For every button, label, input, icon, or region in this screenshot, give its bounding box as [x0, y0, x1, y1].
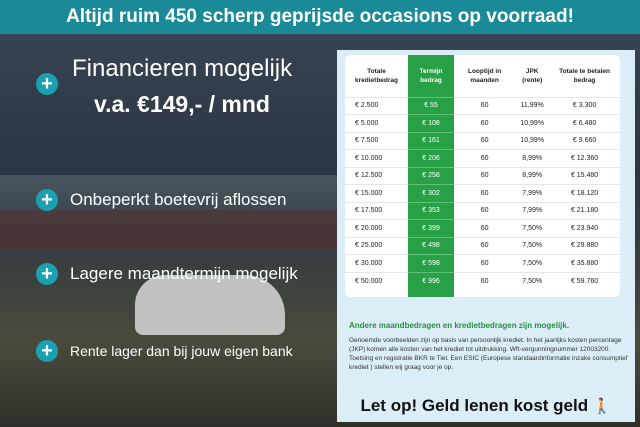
- table-cell: 8,99%: [515, 149, 550, 167]
- rates-table-card: Totale kredietbedrag Termijn bedrag Loopti…: [345, 55, 620, 297]
- table-row: € 20.000 € 399 60 7,50% € 23.940: [345, 219, 620, 237]
- table-cell: € 29.880: [549, 236, 620, 255]
- warning-text: Let op! Geld lenen kost geld 🚶: [337, 396, 635, 416]
- table-cell: 60: [454, 219, 516, 237]
- feature-item: + Lagere maandtermijn mogelijk: [36, 263, 298, 285]
- column-header: Totale kredietbedrag: [355, 67, 398, 84]
- table-cell: € 55: [408, 96, 454, 115]
- table-cell: € 23.940: [549, 219, 620, 237]
- table-row: € 7.500 € 161 60 10,99% € 9.660: [345, 131, 620, 150]
- note-text: Genoemde voorbeelden zijn op basis van p…: [349, 337, 628, 371]
- walking-person-icon: 🚶: [592, 398, 612, 415]
- rates-table: Totale kredietbedrag Termijn bedrag Loopti…: [345, 55, 620, 290]
- top-banner: Altijd ruim 450 scherp geprijsde occasio…: [0, 0, 640, 34]
- car-image: [135, 275, 285, 335]
- table-cell: 10,99%: [515, 131, 550, 150]
- plus-icon: +: [36, 73, 58, 95]
- table-cell: € 161: [408, 131, 454, 150]
- table-cell: € 302: [408, 184, 454, 202]
- column-header: Looptijd in maanden: [467, 67, 502, 84]
- financing-panel: Totale kredietbedrag Termijn bedrag Loopti…: [337, 50, 635, 422]
- table-cell: € 5.000: [345, 114, 408, 132]
- table-cell: 60: [454, 149, 516, 167]
- feature-financing: +: [36, 73, 70, 95]
- column-header: JPK (rente): [522, 67, 543, 84]
- table-cell: 60: [454, 254, 516, 272]
- table-cell: € 7.500: [345, 131, 408, 150]
- table-row: € 17.500 € 353 60 7,99% € 21.180: [345, 201, 620, 220]
- table-cell: € 498: [408, 236, 454, 255]
- note-heading: Andere maandbedragen en kredietbedragen …: [349, 321, 570, 330]
- table-cell: € 353: [408, 201, 454, 220]
- table-cell: € 3.300: [549, 96, 620, 115]
- table-cell: € 12.360: [549, 149, 620, 167]
- table-cell: 60: [454, 271, 516, 290]
- table-cell: € 35.880: [549, 254, 620, 272]
- feature-label: Onbeperkt boetevrij aflossen: [70, 190, 287, 209]
- table-cell: € 9.660: [549, 131, 620, 150]
- table-cell: 10,99%: [515, 114, 550, 132]
- table-cell: € 21.180: [549, 201, 620, 220]
- table-row: € 25.000 € 498 60 7,50% € 29.880: [345, 236, 620, 255]
- table-row: € 5.000 € 108 60 10,99% € 6.480: [345, 114, 620, 132]
- warning-label: Let op! Geld lenen kost geld: [360, 396, 589, 415]
- feature-label: Rente lager dan bij jouw eigen bank: [70, 343, 293, 359]
- plus-icon: +: [36, 263, 58, 285]
- table-cell: € 258: [408, 166, 454, 185]
- table-row: € 10.000 € 206 60 8,99% € 12.360: [345, 149, 620, 167]
- table-cell: 7,99%: [515, 184, 550, 202]
- table-cell: € 399: [408, 219, 454, 237]
- table-cell: 8,99%: [515, 166, 550, 185]
- table-cell: € 598: [408, 254, 454, 272]
- feature-item: + Rente lager dan bij jouw eigen bank: [36, 340, 293, 362]
- table-cell: € 17.500: [345, 201, 408, 220]
- financing-subtitle: v.a. €149,- / mnd: [94, 91, 270, 117]
- table-cell: 7,50%: [515, 219, 550, 237]
- dealership-sign: [0, 210, 340, 250]
- column-header: Termijn bedrag: [419, 67, 443, 84]
- financing-title: Financieren mogelijk: [72, 55, 293, 82]
- table-cell: € 30.000: [345, 254, 408, 272]
- table-row: € 30.000 € 598 60 7,50% € 35.880: [345, 254, 620, 272]
- table-cell: € 6.480: [549, 114, 620, 132]
- feature-item: + Onbeperkt boetevrij aflossen: [36, 189, 286, 211]
- table-cell: € 20.000: [345, 219, 408, 237]
- table-row: € 2.500 € 55 60 11,99% € 3.300: [345, 96, 620, 115]
- feature-label: Lagere maandtermijn mogelijk: [70, 264, 298, 283]
- table-cell: 60: [454, 131, 516, 150]
- table-cell: 11,99%: [515, 96, 550, 115]
- table-cell: € 108: [408, 114, 454, 132]
- table-row: € 12.500 € 258 60 8,99% € 15.480: [345, 166, 620, 185]
- table-cell: 7,50%: [515, 254, 550, 272]
- table-cell: € 2.500: [345, 96, 408, 115]
- table-cell: 60: [454, 236, 516, 255]
- table-cell: 7,50%: [515, 236, 550, 255]
- table-cell: € 206: [408, 149, 454, 167]
- table-cell: 60: [454, 184, 516, 202]
- table-cell: 60: [454, 96, 516, 115]
- table-cell: 60: [454, 166, 516, 185]
- table-cell: € 18.120: [549, 184, 620, 202]
- table-cell: € 15.480: [549, 166, 620, 185]
- table-cell: 7,50%: [515, 271, 550, 290]
- table-cell: € 996: [408, 271, 454, 290]
- plus-icon: +: [36, 189, 58, 211]
- table-cell: € 10.000: [345, 149, 408, 167]
- table-cell: € 25.000: [345, 236, 408, 255]
- table-cell: € 12.500: [345, 166, 408, 185]
- column-header: Totale te betalen bedrag: [559, 67, 610, 84]
- table-cell: € 15.000: [345, 184, 408, 202]
- table-cell: 60: [454, 201, 516, 220]
- table-row: € 15.000 € 302 60 7,99% € 18.120: [345, 184, 620, 202]
- table-cell: 60: [454, 114, 516, 132]
- table-cell: 7,99%: [515, 201, 550, 220]
- table-cell: € 50.000: [345, 271, 408, 290]
- plus-icon: +: [36, 340, 58, 362]
- table-cell: € 59.760: [549, 271, 620, 290]
- table-row: € 50.000 € 996 60 7,50% € 59.760: [345, 271, 620, 290]
